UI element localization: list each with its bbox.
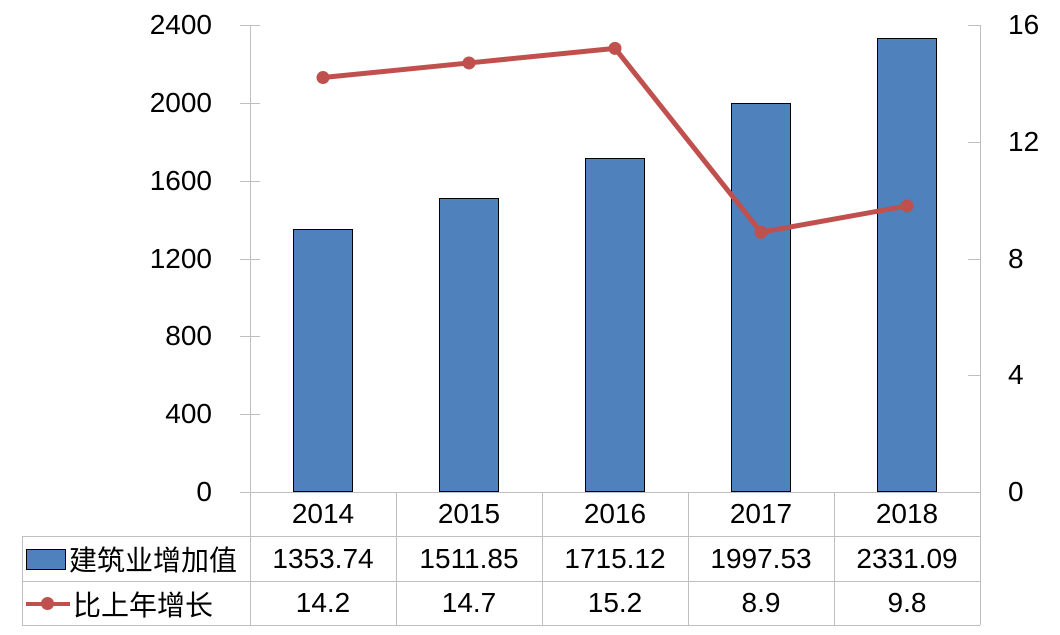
left-axis-tick-label: 2400 bbox=[149, 9, 212, 40]
table-cell-比上年增长-2017: 8.9 bbox=[741, 587, 781, 618]
table-column-line bbox=[396, 492, 397, 625]
left-axis-tick bbox=[240, 414, 260, 415]
left-axis-tick bbox=[240, 336, 260, 337]
line-marker-2015 bbox=[462, 56, 476, 70]
line-marker-2016 bbox=[608, 41, 622, 55]
left-axis-tick-label: 0 bbox=[196, 476, 212, 507]
legend-row: 比上年增长 bbox=[23, 582, 249, 625]
x-axis-line bbox=[250, 492, 980, 493]
category-label-2014: 2014 bbox=[291, 498, 355, 529]
right-axis-tick-label: 12 bbox=[1008, 125, 1040, 157]
right-axis-tick bbox=[968, 142, 980, 143]
left-axis-tick bbox=[240, 492, 260, 493]
table-cell-建筑业增加值-2016: 1715.12 bbox=[564, 543, 666, 574]
bar-2018 bbox=[877, 38, 937, 492]
left-axis-tick-label: 2000 bbox=[149, 86, 212, 118]
right-axis-tick bbox=[968, 25, 980, 26]
category-label-2018: 2018 bbox=[875, 498, 939, 529]
table-cell-比上年增长-2018: 9.8 bbox=[887, 587, 927, 618]
table-bottom-line bbox=[22, 625, 980, 626]
right-axis-line bbox=[980, 25, 981, 625]
right-axis-tick-label: 4 bbox=[1008, 359, 1024, 391]
table-column-line bbox=[688, 492, 689, 625]
table-cell-比上年增长-2015: 14.7 bbox=[441, 587, 497, 618]
line-marker-2014 bbox=[316, 71, 330, 85]
left-axis-tick-label: 400 bbox=[165, 398, 212, 430]
right-axis-tick-label: 16 bbox=[1008, 9, 1040, 40]
category-label-2016: 2016 bbox=[583, 498, 647, 529]
left-axis-tick-label: 1200 bbox=[149, 242, 212, 274]
legend-line-marker-icon bbox=[26, 597, 70, 611]
table-cell-建筑业增加值-2017: 1997.53 bbox=[710, 543, 812, 574]
left-axis-tick bbox=[240, 25, 260, 26]
bar-2015 bbox=[439, 197, 499, 492]
right-axis-tick bbox=[968, 492, 980, 493]
right-axis-tick-label: 0 bbox=[1008, 476, 1024, 507]
table-left-border bbox=[22, 536, 23, 625]
table-column-line bbox=[834, 492, 835, 625]
right-axis-tick bbox=[968, 375, 980, 376]
table-cell-建筑业增加值-2015: 1511.85 bbox=[419, 543, 519, 574]
category-label-2015: 2015 bbox=[437, 498, 501, 529]
left-axis-tick bbox=[240, 103, 260, 104]
left-axis-line bbox=[250, 25, 251, 625]
left-axis-tick-label: 800 bbox=[165, 320, 212, 352]
legend-bar-swatch-icon bbox=[26, 548, 66, 570]
table-cell-比上年增长-2016: 15.2 bbox=[587, 587, 643, 618]
legend-row: 建筑业增加值 bbox=[23, 537, 249, 581]
right-axis-tick bbox=[968, 259, 980, 260]
left-axis-tick-label: 1600 bbox=[149, 164, 212, 196]
left-axis-tick bbox=[240, 181, 260, 182]
table-cell-比上年增长-2014: 14.2 bbox=[295, 587, 351, 618]
table-row-line bbox=[22, 536, 980, 537]
bar-2016 bbox=[585, 158, 645, 492]
table-cell-建筑业增加值-2018: 2331.09 bbox=[856, 543, 958, 574]
legend-label-bar-series: 建筑业增加值 bbox=[69, 545, 238, 576]
bar-2014 bbox=[293, 228, 353, 492]
legend-label-line-series: 比上年增长 bbox=[73, 589, 214, 621]
category-label-2017: 2017 bbox=[729, 498, 793, 529]
table-row-line bbox=[22, 581, 980, 582]
table-cell-建筑业增加值-2014: 1353.74 bbox=[272, 543, 374, 574]
bar-2017 bbox=[731, 103, 791, 492]
left-axis-tick bbox=[240, 259, 260, 260]
right-axis-tick-label: 8 bbox=[1008, 242, 1024, 274]
table-column-line bbox=[542, 492, 543, 625]
